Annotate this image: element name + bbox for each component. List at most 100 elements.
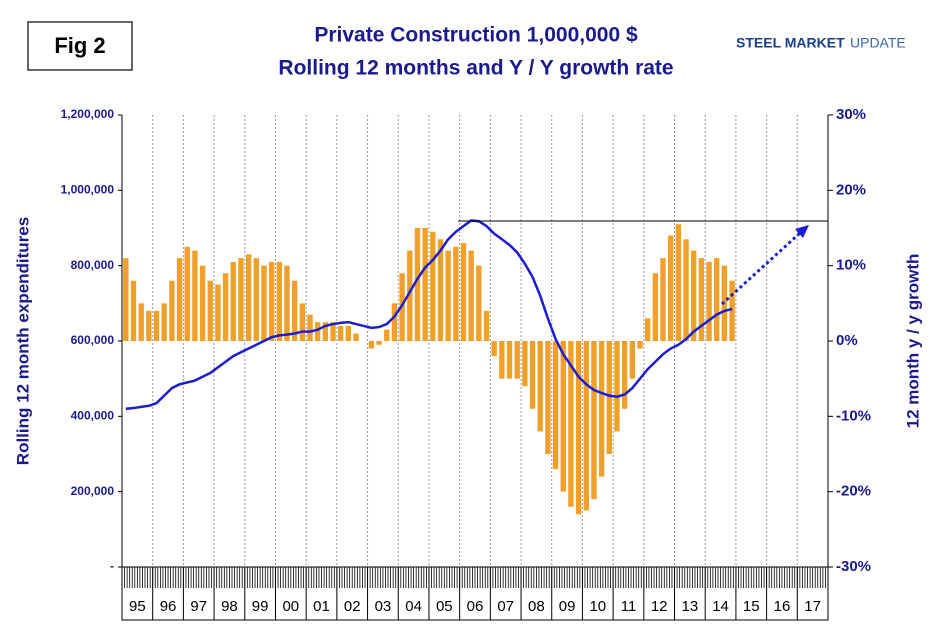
bar	[537, 341, 543, 432]
bar	[491, 341, 497, 357]
y2-axis-label: 12 month y / y growth	[903, 254, 922, 429]
bar	[629, 341, 636, 379]
bar	[199, 265, 206, 341]
bar	[453, 246, 459, 341]
bar	[222, 273, 229, 341]
x-tick-label: 01	[313, 598, 330, 615]
x-tick-label: 05	[436, 598, 453, 615]
x-tick-label: 96	[160, 598, 177, 615]
bar	[384, 329, 390, 341]
bar	[207, 280, 213, 341]
x-tick-label: 14	[712, 598, 729, 615]
bar	[130, 280, 137, 341]
bar	[529, 341, 536, 409]
y2-tick-label: 10%	[836, 257, 866, 274]
bar	[245, 254, 252, 341]
y-axis-label: Rolling 12 month expenditures	[13, 217, 32, 465]
x-tick-label: 95	[129, 598, 146, 615]
y-tick-label: -	[110, 559, 114, 573]
bar	[591, 341, 597, 500]
bar	[506, 341, 513, 379]
bar	[598, 341, 605, 477]
bar	[215, 284, 221, 341]
bar	[483, 310, 490, 341]
bar	[476, 265, 482, 341]
y-tick-label: 400,000	[71, 409, 115, 423]
bar	[683, 239, 689, 341]
y2-tick-label: -20%	[836, 483, 871, 500]
bar	[606, 341, 612, 454]
bar	[153, 310, 160, 341]
y2-tick-label: -30%	[836, 558, 871, 575]
bar	[322, 322, 329, 341]
y-tick-label: 1,200,000	[61, 107, 115, 121]
x-tick-label: 06	[467, 598, 484, 615]
bar	[568, 341, 574, 507]
bar	[652, 273, 659, 341]
bar	[291, 280, 298, 341]
bar	[706, 261, 712, 341]
chart-subtitle: Rolling 12 months and Y / Y growth rate	[278, 57, 673, 80]
bar	[583, 341, 589, 511]
y2-tick-label: 0%	[836, 332, 858, 349]
bar	[660, 258, 666, 341]
bar	[184, 246, 190, 341]
bar	[407, 250, 413, 341]
bar	[499, 341, 505, 379]
x-tick-label: 97	[190, 598, 207, 615]
x-axis-frame	[121, 566, 829, 621]
bar	[468, 250, 474, 341]
bar	[545, 341, 551, 454]
bar	[345, 325, 352, 341]
bar	[330, 322, 336, 341]
y-tick-label: 1,000,000	[61, 183, 115, 197]
x-tick-label: 10	[589, 598, 606, 615]
bar	[276, 261, 283, 341]
bar	[123, 258, 129, 341]
bar	[414, 228, 421, 341]
bar	[238, 258, 244, 341]
line	[125, 219, 733, 411]
bar	[176, 258, 183, 341]
bar	[314, 322, 321, 341]
bar	[422, 228, 428, 341]
bar	[445, 250, 451, 341]
bar	[552, 341, 559, 470]
bar	[253, 258, 259, 341]
fig-box	[27, 21, 133, 71]
x-tick-label: 13	[682, 598, 699, 615]
bar	[299, 303, 306, 341]
bar	[691, 250, 697, 341]
bar	[230, 261, 236, 341]
bar	[667, 235, 674, 341]
bar	[621, 341, 628, 409]
bar	[261, 265, 267, 341]
bar	[138, 303, 144, 341]
x-tick-label: 09	[559, 598, 576, 615]
bar	[698, 258, 705, 341]
x-tick-label: 03	[375, 598, 392, 615]
bar	[353, 333, 359, 341]
bar	[560, 341, 566, 492]
logo-light: UPDATE	[850, 35, 906, 51]
bar	[391, 303, 398, 341]
x-tick-label: 07	[497, 598, 514, 615]
x-tick-label: 11	[621, 598, 637, 615]
bar	[368, 341, 375, 349]
trend-arrowhead	[795, 225, 809, 238]
bar	[514, 341, 520, 379]
bar	[575, 341, 582, 515]
logo-bold: STEEL MARKET	[736, 35, 845, 51]
y2-tick-label: -10%	[836, 407, 871, 424]
bar	[644, 318, 651, 341]
x-tick-label: 00	[282, 598, 299, 615]
bar	[192, 250, 198, 341]
x-tick-label: 08	[528, 598, 545, 615]
bar	[307, 314, 313, 341]
x-tick-label: 98	[221, 598, 238, 615]
y-tick-label: 600,000	[71, 333, 115, 347]
x-tick-label: 99	[252, 598, 269, 615]
bar	[437, 239, 444, 341]
bar	[729, 280, 735, 341]
bar	[161, 303, 167, 341]
